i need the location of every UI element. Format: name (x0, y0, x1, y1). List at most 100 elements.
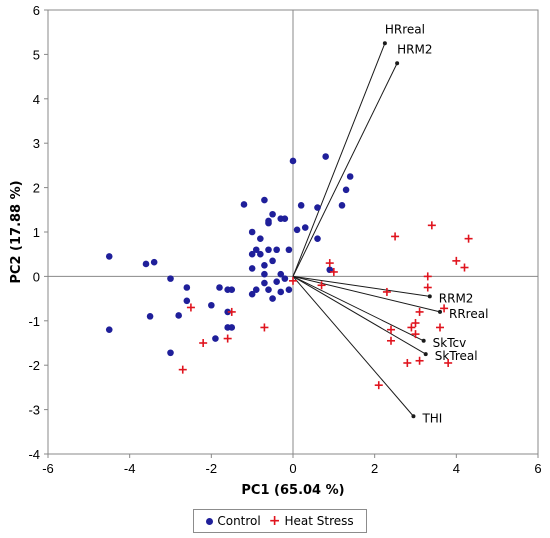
vector-line (292, 43, 386, 277)
vector-line (292, 275, 430, 297)
vector-tip (421, 338, 426, 343)
y-tick-label: -1 (28, 314, 40, 329)
heat-stress-point (411, 319, 420, 328)
y-tick-label: 3 (33, 136, 40, 151)
vector-line (292, 63, 398, 277)
vector-label: SkTreal (435, 349, 478, 363)
heat-stress-point (423, 272, 432, 281)
control-point (248, 228, 256, 236)
dot-marker-icon (206, 517, 214, 525)
control-point (175, 312, 182, 319)
legend: Control + Heat Stress (193, 509, 367, 533)
y-tick-label: 4 (33, 92, 40, 107)
control-point (269, 257, 276, 265)
control-point (248, 290, 256, 298)
heat-stress-point (289, 276, 297, 285)
y-tick-label: 5 (33, 47, 40, 62)
heat-stress-point (223, 334, 232, 343)
y-axis-title: PC2 (17.88 %) (9, 180, 24, 283)
y-tick-label: 2 (33, 181, 40, 196)
heat-stress-point (382, 287, 391, 296)
x-tick-label: 4 (453, 461, 460, 476)
heat-stress-point (411, 330, 420, 339)
y-tick-label: -2 (28, 358, 40, 373)
vector-line (292, 276, 414, 417)
control-point (285, 246, 293, 254)
y-tick-label: 6 (33, 3, 40, 18)
x-tick-label: 6 (534, 461, 541, 476)
control-point (228, 324, 236, 331)
heat-stress-point (464, 234, 473, 243)
vector-line (292, 275, 424, 342)
vector-label: THI (421, 411, 442, 425)
control-point (183, 297, 191, 305)
heat-stress-point (415, 307, 424, 316)
legend-item-heat-stress: + Heat Stress (269, 514, 354, 528)
control-point (277, 288, 285, 296)
control-point (265, 286, 272, 294)
control-point (216, 284, 223, 291)
control-point (252, 286, 260, 294)
plus-marker-icon: + (268, 513, 281, 529)
control-point (277, 270, 285, 278)
y-tick-label: -3 (28, 403, 40, 418)
x-tick-label: 0 (289, 461, 296, 476)
control-point (301, 224, 309, 231)
control-point (261, 262, 268, 269)
control-point (240, 201, 248, 208)
vector-label: HRreal (385, 22, 425, 36)
heat-stress-point (178, 365, 187, 374)
control-point (105, 253, 113, 260)
control-point (228, 286, 236, 294)
control-point (257, 235, 264, 242)
x-tick-label: -2 (206, 461, 218, 476)
heat-stress-point (444, 358, 453, 367)
heat-stress-point (391, 232, 400, 241)
control-point (167, 275, 174, 282)
vector-tip (438, 309, 442, 314)
vector-tip (423, 352, 428, 357)
vector-tip (427, 294, 432, 299)
control-point (257, 250, 264, 258)
heat-stress-point (317, 281, 326, 290)
heat-stress-point (436, 323, 444, 332)
control-point (265, 217, 272, 225)
heat-stress-point (387, 336, 395, 345)
control-point (224, 308, 231, 316)
vector-tip (395, 61, 400, 66)
heat-stress-point (186, 303, 195, 312)
control-point (269, 210, 276, 218)
heat-stress-point (423, 283, 432, 292)
heat-stress-point (460, 263, 469, 272)
heat-stress-point (407, 323, 416, 332)
heat-stress-point (440, 304, 449, 313)
y-tick-label: -4 (28, 447, 40, 462)
y-tick-label: 1 (33, 225, 40, 240)
heat-stress-point (227, 307, 236, 316)
control-point (293, 226, 301, 234)
control-point (146, 313, 154, 320)
vector-line (292, 275, 426, 355)
control-point (338, 202, 346, 209)
heat-stress-point (452, 256, 461, 265)
vector-tip (411, 414, 416, 419)
heat-stress-point (427, 221, 436, 230)
x-tick-label: -6 (42, 461, 54, 476)
vector-label: HRM2 (397, 42, 432, 56)
x-tick-label: 2 (371, 461, 378, 476)
vector-label: RRreal (449, 307, 488, 321)
x-axis-title: PC1 (65.04 %) (241, 483, 344, 498)
legend-label-control: Control (217, 514, 261, 528)
control-point (142, 260, 150, 268)
control-point (248, 265, 256, 272)
heat-stress-point (387, 325, 395, 334)
control-point (261, 196, 268, 204)
control-point (167, 349, 174, 357)
control-point (183, 284, 191, 291)
vector-label: RRM2 (439, 291, 474, 305)
control-point (105, 326, 113, 333)
control-point (281, 275, 289, 282)
control-point (289, 157, 297, 165)
heat-stress-point (415, 356, 424, 365)
